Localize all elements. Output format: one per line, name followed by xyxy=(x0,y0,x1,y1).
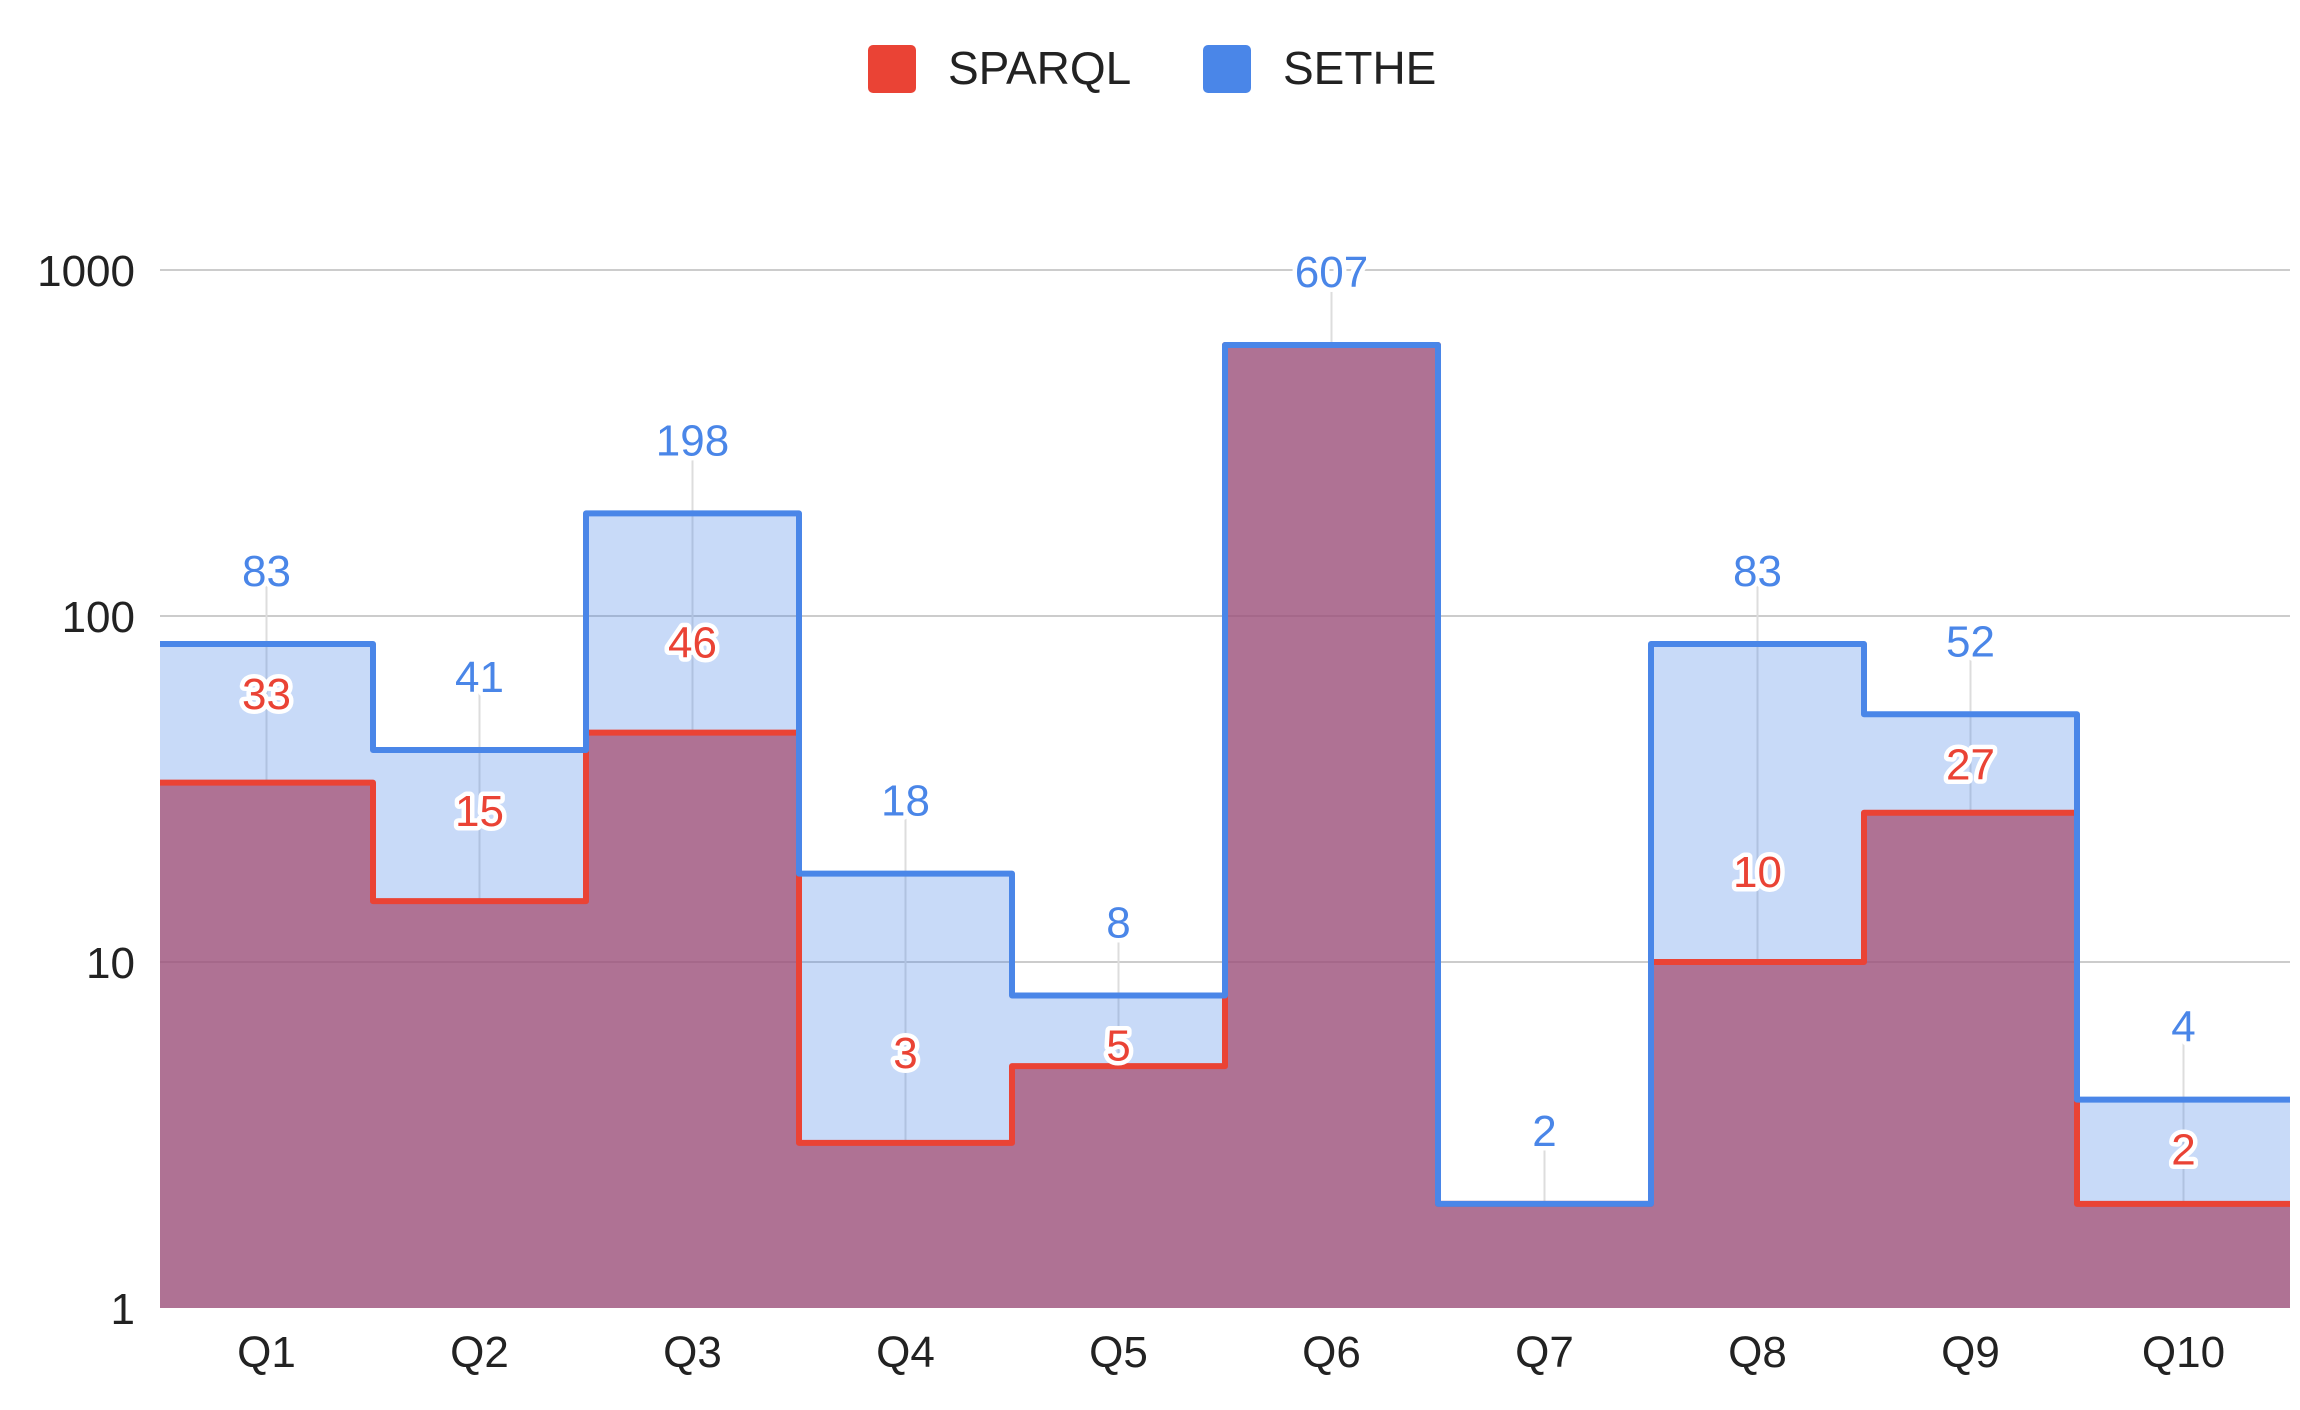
sparql-value-label-q4: 3 xyxy=(893,1029,917,1078)
y-tick-label-10: 10 xyxy=(86,939,135,988)
legend-label-sethe: SETHE xyxy=(1283,42,1436,94)
sethe-value-label-q9: 52 xyxy=(1946,617,1995,666)
x-tick-label-q1: Q1 xyxy=(237,1328,296,1377)
sethe-line xyxy=(160,342,2290,1207)
x-tick-label-q5: Q5 xyxy=(1089,1328,1148,1377)
y-axis: 1 10 100 1000 xyxy=(37,247,135,1334)
plot-area xyxy=(160,280,2290,1308)
sparql-value-label-q5: 5 xyxy=(1106,1022,1130,1071)
sparql-value-label-q2: 15 xyxy=(455,787,504,836)
legend: SPARQL SETHE xyxy=(868,42,1436,94)
x-tick-label-q2: Q2 xyxy=(450,1328,509,1377)
x-axis: Q1 Q2 Q3 Q4 Q5 Q6 Q7 Q8 Q9 Q10 xyxy=(237,1328,2225,1377)
sparql-value-label-q9: 27 xyxy=(1946,740,1995,789)
sethe-value-label-q6: 607 xyxy=(1295,248,1368,297)
x-tick-label-q9: Q9 xyxy=(1941,1328,2000,1377)
x-tick-label-q3: Q3 xyxy=(663,1328,722,1377)
y-tick-label-100: 100 xyxy=(62,593,135,642)
legend-item-sparql[interactable]: SPARQL xyxy=(868,42,1131,94)
sparql-value-label-q8: 10 xyxy=(1733,848,1782,897)
x-tick-label-q6: Q6 xyxy=(1302,1328,1361,1377)
legend-swatch-sethe xyxy=(1203,45,1251,93)
sethe-value-label-q10: 4 xyxy=(2171,1003,2195,1052)
sethe-value-label-q1: 83 xyxy=(242,547,291,596)
sethe-value-label-q2: 41 xyxy=(455,653,504,702)
sethe-value-label-q8: 83 xyxy=(1733,547,1782,596)
legend-item-sethe[interactable]: SETHE xyxy=(1203,42,1436,94)
sethe-value-label-q4: 18 xyxy=(881,777,930,826)
sparql-value-label-q1: 33 xyxy=(242,670,291,719)
x-tick-label-q7: Q7 xyxy=(1515,1328,1574,1377)
legend-swatch-sparql xyxy=(868,45,916,93)
y-tick-label-1: 1 xyxy=(111,1285,135,1334)
sethe-value-label-q5: 8 xyxy=(1106,899,1130,948)
y-tick-label-1000: 1000 xyxy=(37,247,135,296)
x-tick-label-q8: Q8 xyxy=(1728,1328,1787,1377)
sethe-value-label-q3: 198 xyxy=(656,416,729,465)
sethe-value-label-q7: 2 xyxy=(1532,1107,1556,1156)
sparql-value-label-q3: 46 xyxy=(668,619,717,668)
data-labels: 83 33 41 15 198 46 18 3 8 5 607 2 83 10 52 27 4 2 xyxy=(238,244,2201,1180)
legend-label-sparql: SPARQL xyxy=(948,42,1131,94)
x-tick-label-q10: Q10 xyxy=(2142,1328,2225,1377)
sparql-value-label-q10: 2 xyxy=(2171,1126,2195,1175)
x-tick-label-q4: Q4 xyxy=(876,1328,935,1377)
